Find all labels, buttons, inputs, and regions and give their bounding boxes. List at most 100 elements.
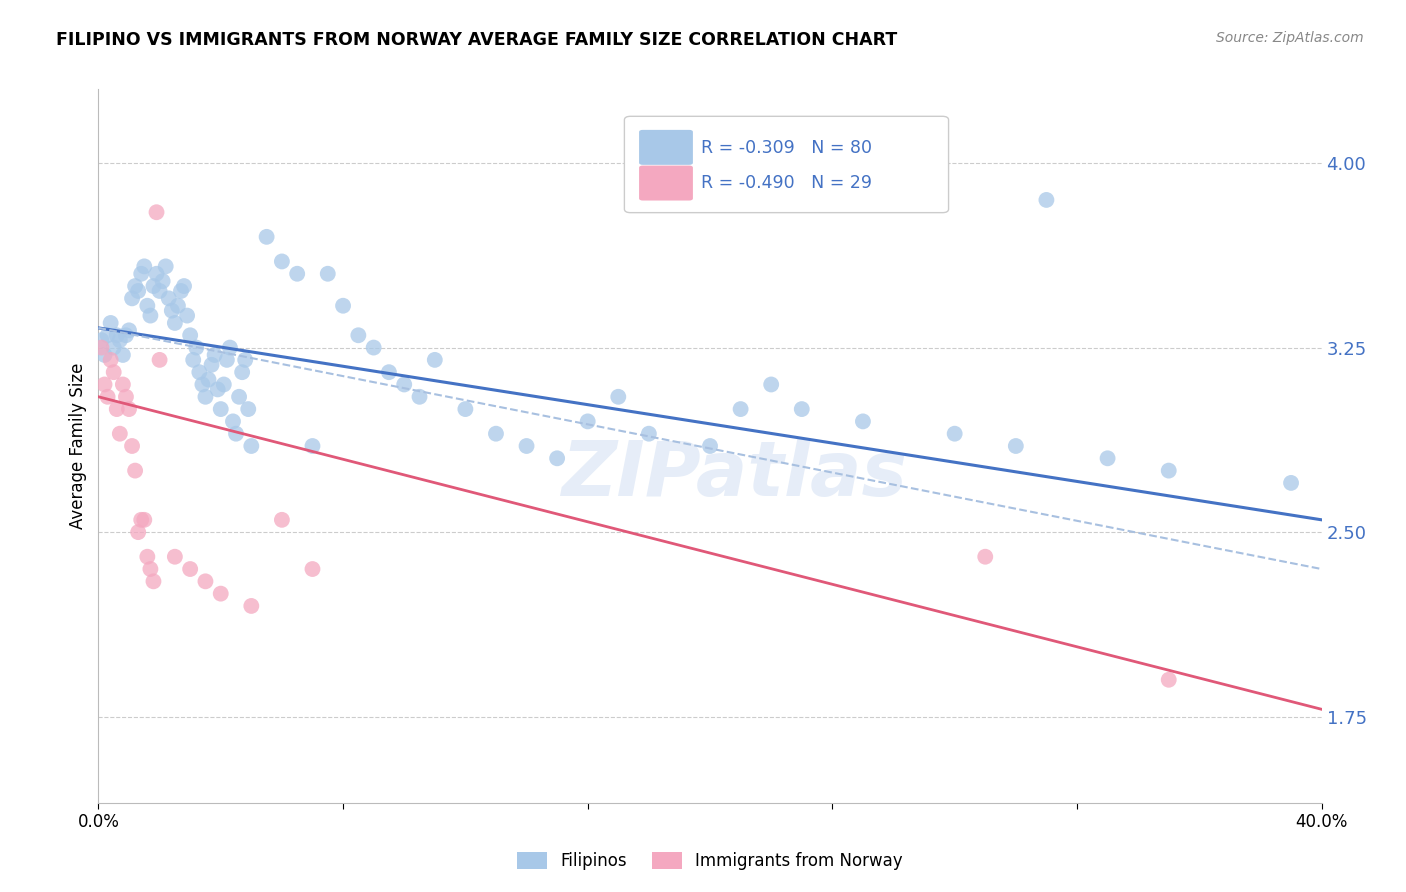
Point [127, 284, 149, 298]
Point [207, 383, 229, 397]
Point [160, 303, 183, 318]
Point [142, 574, 165, 589]
Point [170, 284, 193, 298]
Point [139, 562, 162, 576]
FancyBboxPatch shape [624, 116, 949, 212]
Point [97, 390, 120, 404]
Point [1004, 439, 1026, 453]
Point [1097, 451, 1119, 466]
Point [233, 352, 256, 367]
Point [974, 549, 997, 564]
Point [100, 316, 122, 330]
Point [256, 230, 278, 244]
Point [301, 562, 323, 576]
Point [270, 254, 292, 268]
Point [134, 260, 156, 274]
Point [136, 299, 159, 313]
Point [790, 402, 813, 417]
Point [149, 352, 172, 367]
Point [238, 402, 260, 417]
FancyBboxPatch shape [640, 166, 693, 201]
Point [129, 513, 152, 527]
Point [163, 316, 186, 330]
Point [392, 377, 416, 392]
Point [423, 352, 446, 367]
Point [546, 451, 568, 466]
Point [240, 439, 263, 453]
Point [100, 352, 122, 367]
Point [115, 390, 138, 404]
Point [129, 267, 152, 281]
Point [97, 328, 120, 343]
Point [270, 513, 292, 527]
Point [363, 341, 385, 355]
Point [181, 352, 204, 367]
Point [115, 328, 138, 343]
Point [1157, 464, 1180, 478]
Point [943, 426, 966, 441]
Point [730, 402, 752, 417]
Point [212, 377, 235, 392]
Point [576, 414, 599, 428]
Point [145, 267, 167, 281]
Point [1035, 193, 1057, 207]
Text: FILIPINO VS IMMIGRANTS FROM NORWAY AVERAGE FAMILY SIZE CORRELATION CHART: FILIPINO VS IMMIGRANTS FROM NORWAY AVERA… [56, 31, 897, 49]
Point [1279, 475, 1302, 490]
Point [332, 299, 354, 313]
Point [347, 328, 370, 343]
Point [145, 205, 167, 219]
Point [118, 402, 141, 417]
Point [852, 414, 875, 428]
Point [209, 402, 232, 417]
Point [204, 348, 226, 362]
Point [699, 439, 721, 453]
Point [191, 377, 214, 392]
Point [378, 365, 401, 379]
Point [759, 377, 782, 392]
Point [408, 390, 430, 404]
Point [454, 402, 477, 417]
Point [188, 365, 211, 379]
Point [225, 426, 247, 441]
Point [111, 377, 134, 392]
Point [173, 279, 195, 293]
Point [163, 549, 186, 564]
Point [90, 333, 112, 347]
Point [637, 426, 661, 441]
Point [607, 390, 630, 404]
Point [209, 587, 232, 601]
Point [200, 358, 222, 372]
Point [176, 309, 198, 323]
Point [121, 291, 143, 305]
Point [197, 373, 219, 387]
Point [111, 348, 134, 362]
Point [194, 390, 217, 404]
Point [186, 341, 208, 355]
Point [121, 439, 143, 453]
Point [108, 333, 131, 347]
Point [231, 365, 253, 379]
Text: R = -0.309   N = 80: R = -0.309 N = 80 [702, 139, 873, 157]
FancyBboxPatch shape [640, 130, 693, 165]
Point [134, 513, 156, 527]
Point [139, 309, 162, 323]
Point [179, 562, 201, 576]
Point [228, 390, 250, 404]
Point [155, 260, 177, 274]
Point [105, 328, 128, 343]
Point [167, 299, 190, 313]
Point [124, 464, 146, 478]
Text: ZIPatlas: ZIPatlas [561, 438, 907, 511]
Point [93, 348, 115, 362]
Point [90, 341, 112, 355]
Point [142, 279, 165, 293]
Point [152, 274, 174, 288]
Point [316, 267, 339, 281]
Point [485, 426, 508, 441]
Point [127, 525, 149, 540]
Point [108, 426, 131, 441]
Legend: Filipinos, Immigrants from Norway: Filipinos, Immigrants from Norway [510, 845, 910, 877]
Text: R = -0.490   N = 29: R = -0.490 N = 29 [702, 175, 873, 193]
Point [105, 402, 128, 417]
Point [93, 377, 115, 392]
